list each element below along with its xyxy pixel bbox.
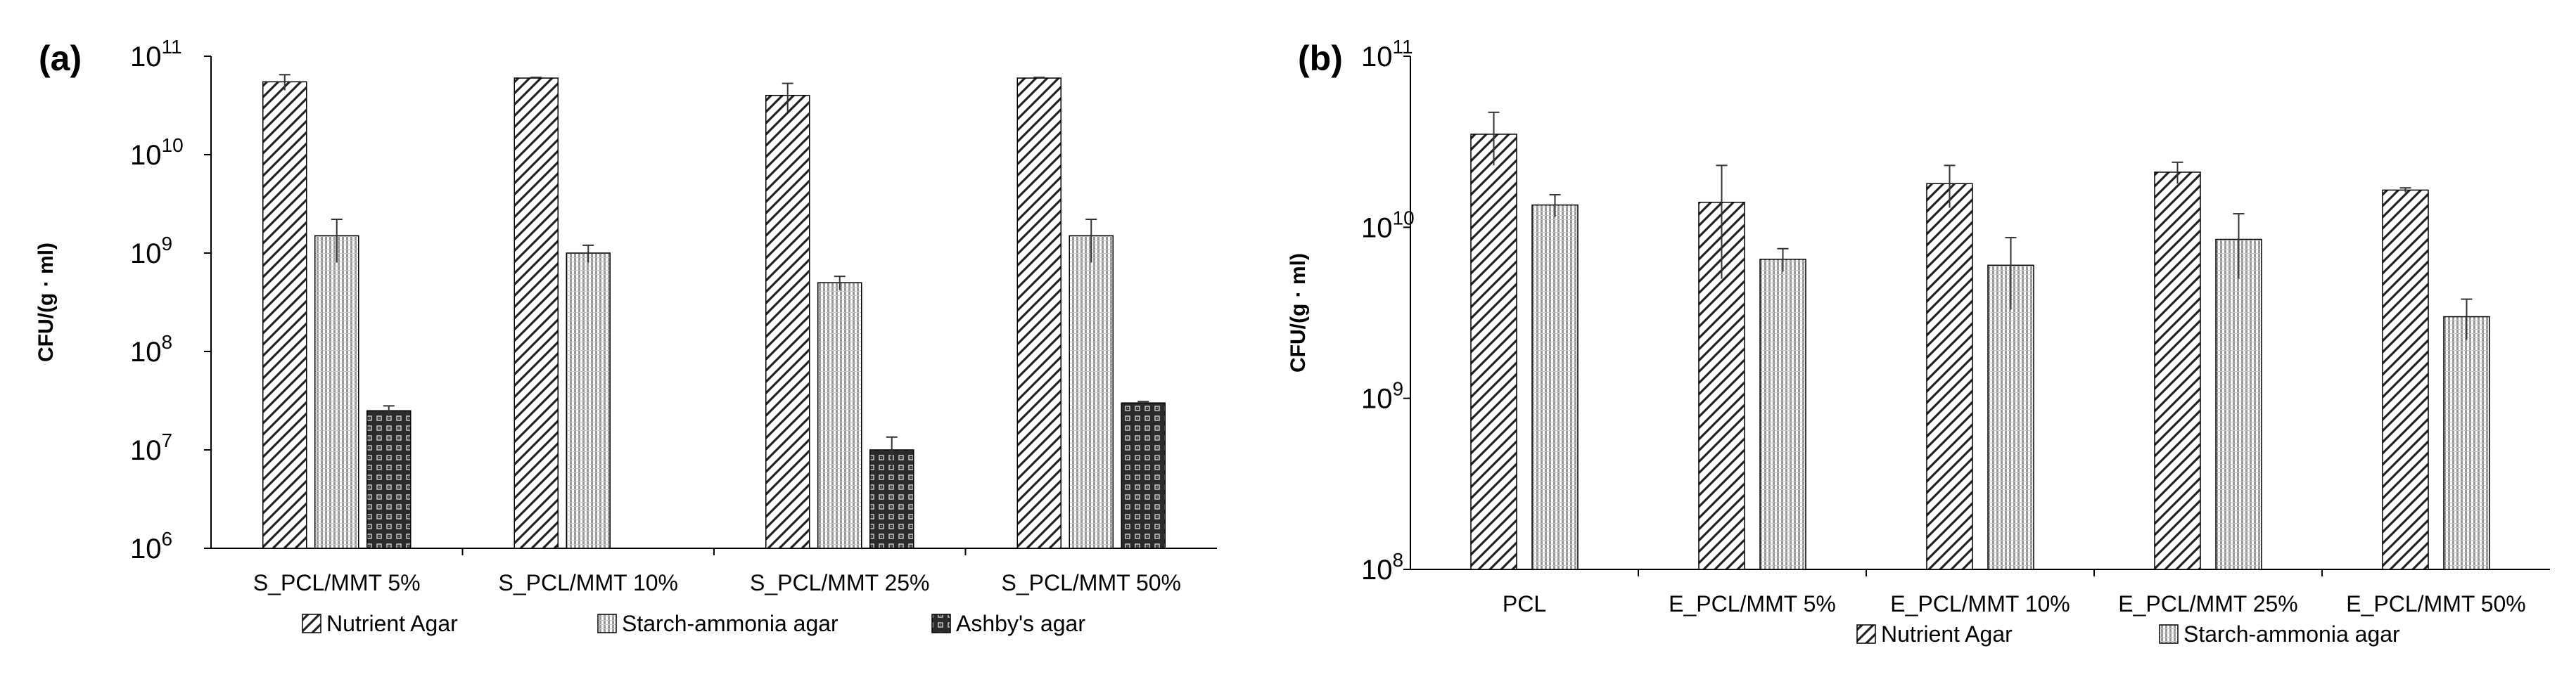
legend-swatch	[597, 614, 617, 633]
x-category-label: S_PCL/MMT 50%	[1002, 570, 1182, 595]
y-tick-label: 1010	[1361, 207, 1415, 243]
legend-label: Starch-ammonia agar	[2183, 621, 2400, 647]
x-category-label: S_PCL/MMT 10%	[499, 570, 679, 595]
y-axis-label: CFU/(g · ml)	[1287, 253, 1310, 373]
bar	[2215, 238, 2262, 570]
panel-label: (b)	[1298, 39, 1343, 78]
legend-swatch	[2159, 624, 2179, 644]
y-axis-label: CFU/(g · ml)	[34, 243, 58, 362]
bar	[1470, 134, 1517, 570]
x-category-label: E_PCL/MMT 5%	[1669, 591, 1836, 616]
x-category-label: E_PCL/MMT 25%	[2118, 591, 2298, 616]
bar	[1121, 402, 1166, 549]
y-tick-label: 1010	[130, 134, 184, 171]
y-tick-label: 107	[130, 430, 172, 466]
y-tick-label: 1011	[130, 36, 182, 72]
bar	[1016, 77, 1061, 549]
y-tick-label: 108	[130, 331, 172, 368]
legend-swatch	[302, 614, 321, 633]
bar	[1531, 204, 1579, 570]
legend-swatch	[1856, 624, 1876, 644]
bar	[366, 410, 412, 549]
bar	[262, 81, 307, 549]
bar	[566, 252, 611, 549]
panel-label: (a)	[39, 39, 82, 78]
bar	[1926, 183, 1973, 570]
x-category-label: S_PCL/MMT 5%	[253, 570, 421, 595]
x-category-label: S_PCL/MMT 25%	[750, 570, 930, 595]
legend-label: Nutrient Agar	[1881, 621, 2013, 647]
x-category-label: E_PCL/MMT 10%	[1890, 591, 2070, 616]
y-tick-label: 109	[1361, 378, 1403, 415]
bar	[514, 77, 559, 549]
bar	[1987, 264, 2034, 570]
x-category-label: PCL	[1503, 591, 1546, 616]
y-tick-label: 1011	[1361, 36, 1413, 72]
bar	[1069, 235, 1114, 549]
y-tick-label: 108	[1361, 549, 1403, 586]
bar	[1759, 259, 1806, 570]
panel-b: (b) CFU/(g · ml) 108 109 1010 1011 PCL E_PCL/MM…	[1287, 36, 2550, 647]
legend-label: Ashby's agar	[956, 611, 1085, 636]
legend-swatch	[931, 614, 951, 633]
legend-label: Starch-ammonia agar	[622, 611, 839, 636]
bar	[2154, 172, 2201, 570]
y-tick-label: 106	[130, 528, 172, 564]
bar	[765, 94, 810, 549]
panel-a: (a) CFU/(g · ml) 106 107 108 109 1010 1011 S_PCL…	[34, 36, 1217, 636]
legend-label: Nutrient Agar	[326, 611, 458, 636]
x-category-label: E_PCL/MMT 50%	[2346, 591, 2526, 616]
bar	[2443, 316, 2490, 570]
bar	[2382, 189, 2429, 570]
y-tick-label: 109	[130, 233, 172, 269]
bar	[817, 282, 862, 549]
bar	[314, 235, 359, 549]
